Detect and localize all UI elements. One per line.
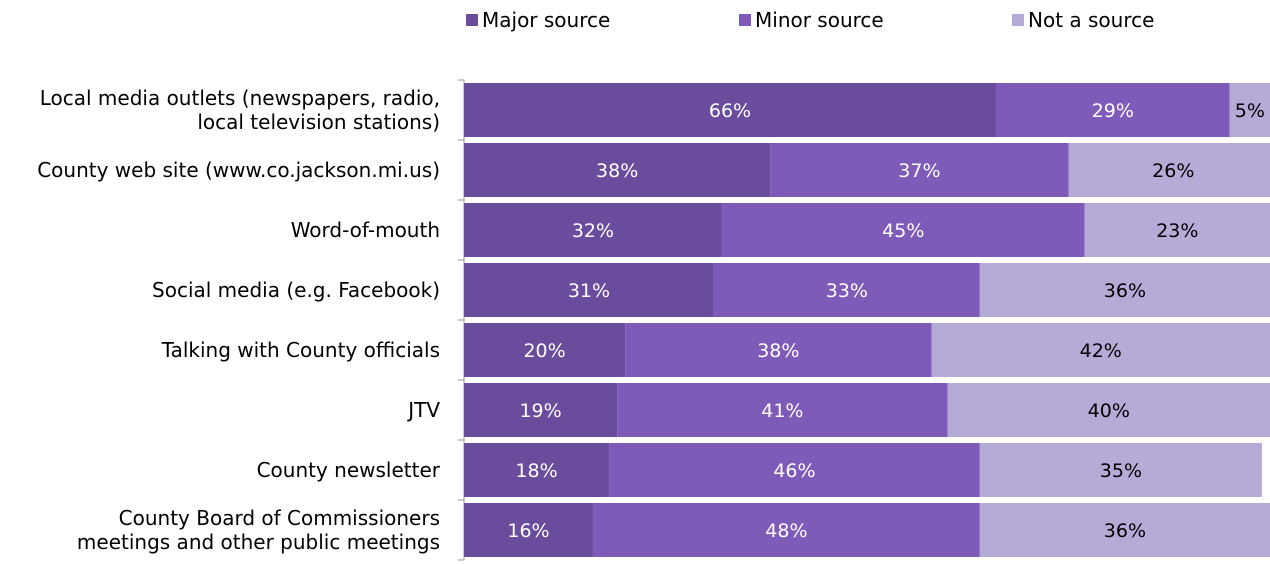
bar-segment-not-a-source (979, 503, 1270, 557)
bar-segment-not-a-source (1229, 83, 1270, 137)
bar-segment-major-source (464, 443, 610, 497)
data-label: 16% (507, 520, 549, 542)
legend-swatch-major (466, 14, 478, 26)
data-label: 29% (1092, 100, 1134, 122)
data-label: 31% (568, 280, 610, 302)
data-label: 46% (773, 460, 815, 482)
bar-segment-major-source (464, 383, 618, 437)
data-label: 35% (1100, 460, 1142, 482)
data-label: 18% (515, 460, 557, 482)
data-label: 20% (523, 340, 565, 362)
category-label: Local media outlets (newspapers, radio, l… (40, 86, 440, 134)
data-label: 48% (765, 520, 807, 542)
data-label: 32% (572, 220, 614, 242)
bar-segment-major-source (464, 323, 626, 377)
data-label: 66% (709, 100, 751, 122)
bar-segment-major-source (464, 143, 771, 197)
legend-swatch-not (1012, 14, 1024, 26)
data-label: 38% (596, 160, 638, 182)
bar-segment-minor-source (721, 203, 1085, 257)
category-label: JTV (406, 398, 440, 422)
chart-legend: Major source Minor source Not a source (0, 6, 1270, 34)
category-label: Word-of-mouth (291, 218, 440, 242)
data-label: 19% (519, 400, 561, 422)
bar-segment-minor-source (713, 263, 980, 317)
category-label: Talking with County officials (161, 338, 440, 362)
data-label: 42% (1080, 340, 1122, 362)
category-label: Social media (e.g. Facebook) (152, 278, 440, 302)
bar-segment-minor-source (617, 383, 948, 437)
legend-item-not: Not a source (1012, 6, 1154, 34)
bar-segment-major-source (464, 263, 714, 317)
bar-segment-not-a-source (931, 323, 1270, 377)
bar-segment-minor-source (770, 143, 1069, 197)
bar-segment-not-a-source (979, 443, 1262, 497)
data-label: 26% (1152, 160, 1194, 182)
legend-label-not: Not a source (1028, 8, 1155, 32)
legend-swatch-minor (739, 14, 751, 26)
data-label: 36% (1104, 520, 1146, 542)
bar-segment-not-a-source (1084, 203, 1270, 257)
bar-segment-not-a-source (1068, 143, 1270, 197)
legend-label-major: Major source (482, 8, 611, 32)
legend-item-minor: Minor source (739, 6, 884, 34)
data-label: 36% (1104, 280, 1146, 302)
bar-segment-not-a-source (979, 263, 1270, 317)
data-label: 38% (757, 340, 799, 362)
bar-segment-minor-source (995, 83, 1230, 137)
category-label: County web site (www.co.jackson.mi.us) (37, 158, 440, 182)
bar-segment-major-source (464, 83, 996, 137)
bar-segment-minor-source (609, 443, 980, 497)
bar-segment-minor-source (592, 503, 980, 557)
data-label: 5% (1235, 100, 1265, 122)
bar-segment-minor-source (625, 323, 932, 377)
data-label: 23% (1156, 220, 1198, 242)
data-label: 40% (1088, 400, 1130, 422)
category-label: County newsletter (257, 458, 441, 482)
data-label: 45% (882, 220, 924, 242)
bar-segment-major-source (464, 503, 593, 557)
bar-segment-not-a-source (947, 383, 1270, 437)
data-label: 41% (761, 400, 803, 422)
legend-item-major: Major source (466, 6, 610, 34)
legend-label-minor: Minor source (755, 8, 884, 32)
bar-segment-major-source (464, 203, 722, 257)
data-label: 37% (898, 160, 940, 182)
data-label: 33% (826, 280, 868, 302)
category-label: County Board of Commissioners meetings an… (77, 506, 440, 554)
